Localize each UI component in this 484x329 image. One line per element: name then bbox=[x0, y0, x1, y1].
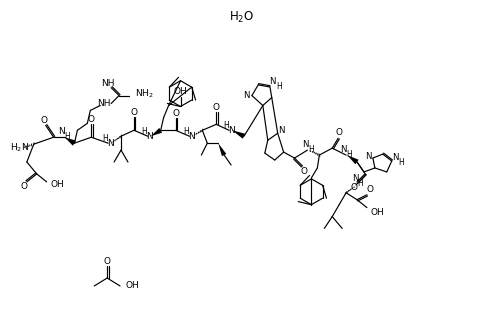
Text: N: N bbox=[340, 145, 347, 154]
Text: O: O bbox=[130, 108, 137, 117]
Text: N: N bbox=[147, 132, 153, 141]
Text: O: O bbox=[88, 115, 95, 124]
Polygon shape bbox=[218, 143, 227, 156]
Text: N: N bbox=[188, 132, 195, 141]
Text: OH: OH bbox=[51, 180, 64, 189]
Text: H$_2$N: H$_2$N bbox=[10, 142, 29, 154]
Text: NH: NH bbox=[97, 99, 111, 108]
Polygon shape bbox=[64, 137, 76, 146]
Text: OH: OH bbox=[371, 208, 385, 217]
Text: N: N bbox=[270, 77, 276, 86]
Polygon shape bbox=[347, 155, 359, 164]
Text: H: H bbox=[346, 150, 352, 159]
Text: O: O bbox=[301, 167, 308, 176]
Text: O: O bbox=[336, 128, 343, 137]
Text: H: H bbox=[357, 179, 363, 188]
Text: N: N bbox=[278, 126, 285, 135]
Text: NH: NH bbox=[101, 79, 115, 88]
Text: H: H bbox=[276, 82, 282, 91]
Text: O: O bbox=[213, 103, 220, 112]
Text: N: N bbox=[227, 126, 234, 135]
Text: H$_2$O: H$_2$O bbox=[229, 10, 255, 25]
Text: OH: OH bbox=[174, 87, 187, 96]
Text: N: N bbox=[393, 153, 399, 162]
Text: H: H bbox=[398, 158, 404, 166]
Text: N: N bbox=[352, 174, 358, 183]
Polygon shape bbox=[151, 128, 162, 136]
Text: H: H bbox=[64, 132, 70, 141]
Text: O: O bbox=[172, 109, 179, 118]
Text: O: O bbox=[20, 182, 28, 191]
Text: NH$_2$: NH$_2$ bbox=[135, 88, 153, 100]
Text: H: H bbox=[308, 145, 314, 154]
Polygon shape bbox=[232, 130, 245, 139]
Text: N: N bbox=[364, 152, 371, 161]
Text: N: N bbox=[242, 91, 249, 100]
Text: O: O bbox=[40, 116, 47, 125]
Text: H: H bbox=[141, 127, 147, 136]
Text: O: O bbox=[366, 185, 374, 194]
Text: N: N bbox=[58, 127, 65, 136]
Text: O: O bbox=[350, 183, 358, 192]
Text: H: H bbox=[183, 127, 189, 136]
Text: O: O bbox=[104, 257, 111, 266]
Text: H: H bbox=[223, 121, 229, 130]
Text: N: N bbox=[107, 139, 113, 148]
Text: OH: OH bbox=[126, 282, 140, 291]
Text: N: N bbox=[302, 140, 309, 149]
Text: H: H bbox=[102, 134, 108, 143]
